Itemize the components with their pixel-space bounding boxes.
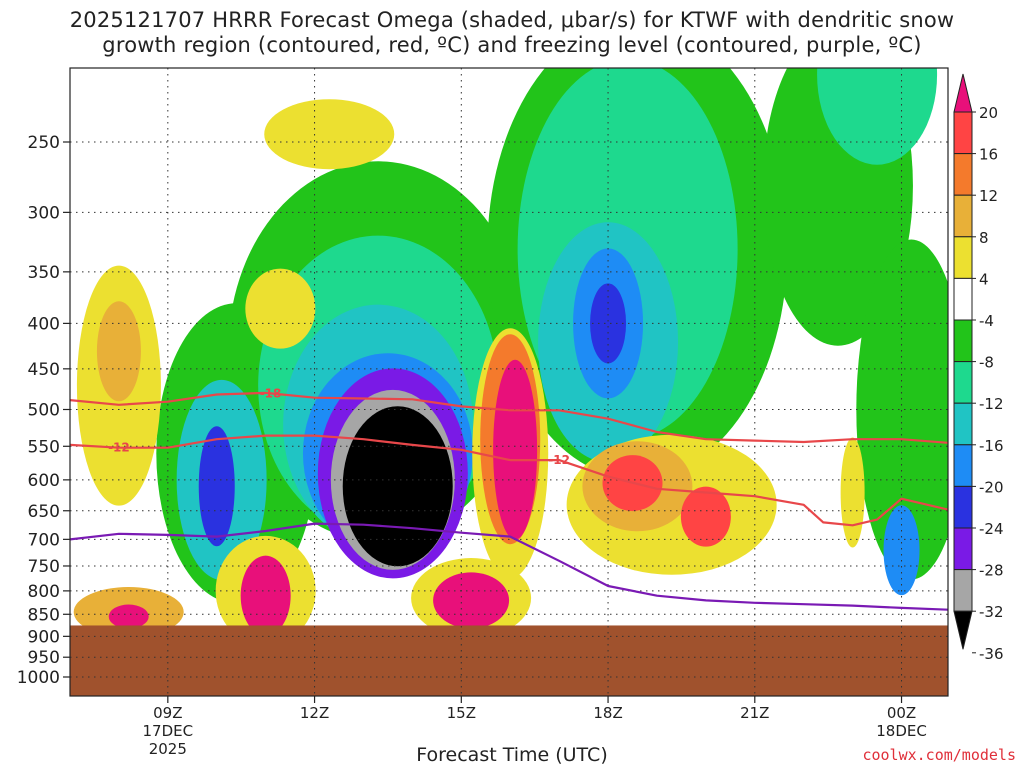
colorbar-label: -32 — [979, 603, 1004, 621]
y-axis: 2503003504004505005506006507007508008509… — [17, 133, 70, 688]
y-tick-label: 950 — [28, 648, 60, 668]
omega-region-yellow-rightcol — [840, 437, 865, 548]
y-tick-label: 350 — [28, 263, 60, 283]
x-tick-year: 2025 — [149, 740, 187, 758]
y-tick-label: 500 — [28, 401, 60, 421]
y-tick-label: 600 — [28, 471, 60, 491]
colorbar-label: -4 — [979, 312, 994, 330]
x-tick-label: 21Z — [740, 704, 769, 722]
colorbar-swatch — [953, 569, 973, 612]
chart-title-line2: growth region (contoured, red, ºC) and f… — [102, 33, 922, 57]
x-axis-label: Forecast Time (UTC) — [416, 744, 608, 766]
contour-label: -12 — [548, 453, 570, 467]
omega-region-darkblue-left — [198, 426, 235, 547]
y-tick-label: 300 — [28, 203, 60, 223]
y-tick-label: 800 — [28, 582, 60, 602]
colorbar-swatch — [953, 527, 973, 571]
colorbar-swatch — [953, 485, 973, 529]
below-ground-fill — [70, 625, 948, 696]
colorbar-swatch — [953, 277, 973, 321]
colorbar-swatch — [953, 361, 973, 404]
colorbar-label: 4 — [979, 270, 989, 288]
colorbar-label: -12 — [979, 395, 1004, 413]
contour--12 — [70, 434, 948, 527]
y-tick-label: 900 — [28, 627, 60, 647]
contour-label: -12 — [108, 441, 130, 455]
omega-region-green-edge — [856, 239, 948, 580]
omega-region-blue-right — [883, 505, 920, 596]
contour-lines: -18 -12 -12 — [70, 387, 948, 611]
colorbar-swatch — [953, 236, 973, 279]
y-tick-label: 850 — [28, 605, 60, 625]
colorbar-bottom-arrow — [953, 610, 973, 650]
colorbar-swatch — [953, 444, 973, 487]
colorbar-label: -36 — [979, 645, 1004, 663]
colorbar-top-arrow — [953, 73, 973, 113]
x-tick-label: 09Z — [153, 704, 182, 722]
colorbar-label: -24 — [979, 520, 1004, 538]
colorbar-label: 16 — [979, 146, 998, 164]
colorbar: 20 16 12 8 4 -4 -8 -12 -16 -20 -24 -28 -32 -36 — [953, 73, 1004, 663]
x-tick-label: 18Z — [593, 704, 622, 722]
contour--18 — [70, 391, 948, 444]
omega-region-magenta-lowleft2 — [108, 604, 149, 629]
omega-region-magenta-mid — [493, 359, 538, 540]
omega-region-darkblue-upper — [590, 283, 627, 364]
source-credit: coolwx.com/models — [862, 746, 1016, 764]
omega-region-magenta-lowleft — [240, 555, 291, 636]
omega-region-teal-right — [817, 68, 938, 165]
colorbar-label: -28 — [979, 562, 1004, 580]
colorbar-swatch — [953, 319, 973, 363]
x-tick-label: 00Z — [887, 704, 916, 722]
colorbar-label: 12 — [979, 187, 998, 205]
chart-title-line1: 2025121707 HRRR Forecast Omega (shaded, … — [69, 8, 955, 32]
x-tick-date: 18DEC — [876, 722, 927, 740]
y-tick-label: 750 — [28, 557, 60, 577]
colorbar-label: 8 — [979, 229, 989, 247]
colorbar-swatch — [953, 111, 973, 155]
omega-region-magenta-lowmid — [433, 572, 510, 629]
colorbar-swatch — [953, 402, 973, 446]
y-tick-label: 1000 — [17, 668, 60, 688]
colorbar-swatch — [953, 153, 973, 196]
y-tick-label: 650 — [28, 502, 60, 522]
colorbar-label: -16 — [979, 437, 1004, 455]
x-tick-date: 17DEC — [143, 722, 194, 740]
y-tick-label: 450 — [28, 360, 60, 380]
omega-region-red-right2 — [680, 486, 731, 547]
colorbar-swatch — [953, 194, 973, 238]
plot-frame — [69, 67, 949, 697]
omega-region-orange-left — [96, 301, 141, 402]
y-tick-label: 400 — [28, 314, 60, 334]
x-tick-label: 12Z — [300, 704, 329, 722]
omega-shading — [73, 68, 948, 646]
contour-label: -18 — [260, 387, 282, 401]
colorbar-label: 20 — [979, 104, 998, 122]
y-tick-label: 550 — [28, 437, 60, 457]
x-tick-label: 15Z — [447, 704, 476, 722]
y-tick-label: 250 — [28, 133, 60, 153]
contour-0 — [70, 522, 948, 611]
chart-title: 2025121707 HRRR Forecast Omega (shaded, … — [0, 8, 1024, 58]
colorbar-label: -20 — [979, 478, 1004, 496]
omega-region-yellow-upperleft — [245, 268, 316, 349]
omega-region-black-core — [351, 425, 444, 566]
y-tick-label: 700 — [28, 530, 60, 550]
omega-field: -18 -12 -12 — [70, 68, 948, 696]
terrain-surface — [70, 625, 948, 696]
omega-region-yellow-topleft — [264, 99, 395, 170]
colorbar-label: -8 — [979, 354, 994, 372]
